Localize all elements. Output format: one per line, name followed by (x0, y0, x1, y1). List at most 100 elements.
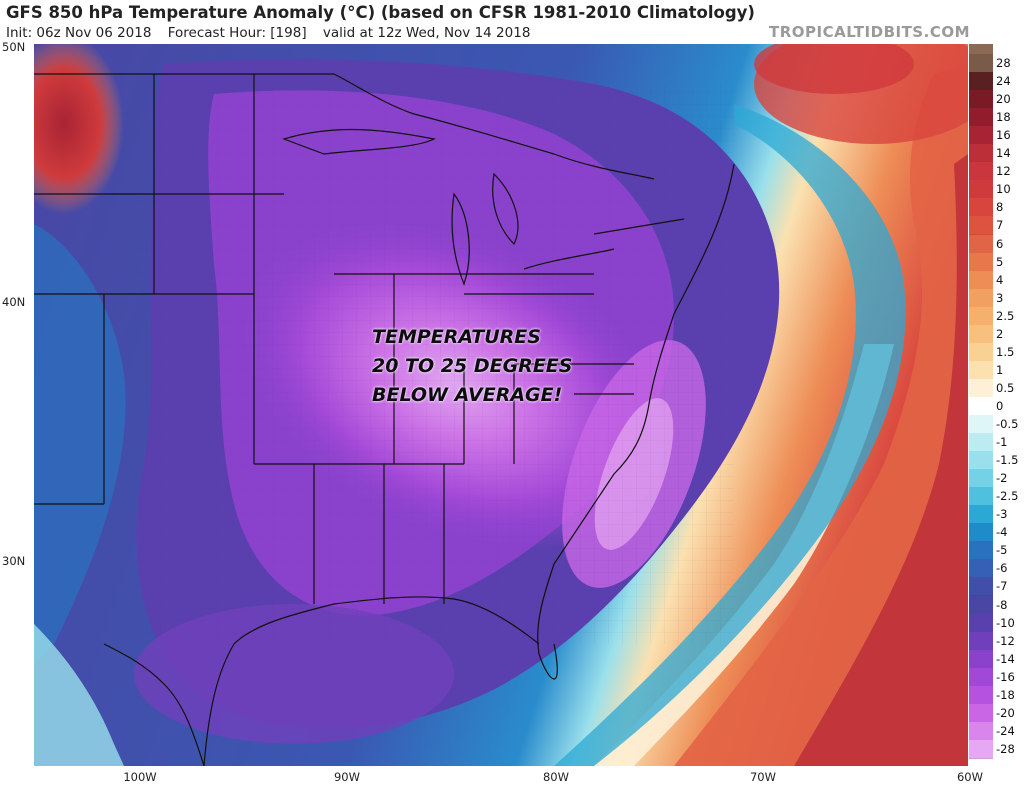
legend-item: -28 (969, 739, 1024, 759)
lat-label-40n: 40N (2, 295, 26, 309)
valid-time: valid at 12z Wed, Nov 14 2018 (322, 25, 531, 41)
legend-label: 1.5 (996, 344, 1015, 359)
legend-swatch (969, 270, 993, 290)
legend-item: 3 (969, 288, 1024, 308)
lon-label-60w: 60W (956, 770, 984, 784)
legend-swatch (969, 667, 993, 687)
legend-swatch (969, 685, 993, 705)
legend-swatch (969, 613, 993, 633)
legend-label: 20 (996, 92, 1011, 107)
legend-item: 10 (969, 180, 1024, 200)
legend-item: -6 (969, 559, 1024, 579)
annotation-text: TEMPERATURES 20 TO 25 DEGREES BELOW AVER… (372, 323, 572, 410)
legend-label: 5 (996, 254, 1004, 269)
legend-swatch (969, 360, 993, 380)
legend-item: -5 (969, 541, 1024, 561)
legend-item: -2.5 (969, 487, 1024, 507)
legend-swatch (969, 451, 993, 471)
legend-item: -20 (969, 703, 1024, 723)
legend-item: 5 (969, 252, 1024, 272)
legend-swatch (969, 559, 993, 579)
legend-item: 2 (969, 324, 1024, 344)
legend-item: 4 (969, 270, 1024, 290)
legend-item: -16 (969, 667, 1024, 687)
legend-item: -4 (969, 523, 1024, 543)
legend-label: -0.5 (996, 417, 1019, 431)
legend-swatch (969, 487, 993, 507)
legend-item: -10 (969, 613, 1024, 633)
legend-swatch (969, 396, 993, 416)
legend-item: 1 (969, 360, 1024, 380)
legend-label: -1 (996, 435, 1008, 450)
legend-label: 4 (996, 272, 1004, 287)
legend-item: -1 (969, 433, 1024, 453)
legend-item: 2.5 (969, 306, 1024, 326)
legend-item: -8 (969, 595, 1024, 615)
annotation-line-3: BELOW AVERAGE! (372, 384, 563, 406)
legend-swatch (969, 577, 993, 597)
legend-swatch (969, 72, 993, 92)
legend-label: 7 (996, 218, 1004, 233)
legend-label: -3 (996, 507, 1008, 522)
lon-label-90w: 90W (333, 770, 361, 784)
legend-label: 14 (996, 146, 1011, 161)
legend-label: 24 (996, 74, 1011, 89)
legend-swatch (969, 739, 993, 759)
legend-label: 2.5 (996, 308, 1015, 323)
annotation-line-2: 20 TO 25 DEGREES (372, 355, 573, 377)
legend-label: 1 (996, 362, 1004, 377)
legend-swatch (969, 342, 993, 362)
legend-item: -7 (969, 577, 1024, 597)
legend-label: 6 (996, 236, 1004, 251)
legend-label: -2 (996, 471, 1008, 486)
legend-item: 1.5 (969, 342, 1024, 362)
legend-label: 0 (996, 398, 1004, 413)
forecast-hour: Forecast Hour: [198] (167, 25, 307, 41)
init-time: Init: 06z Nov 06 2018 (6, 25, 152, 41)
legend-swatch (969, 378, 993, 398)
map-subtitle: Init: 06z Nov 06 2018 Forecast Hour: [19… (6, 25, 542, 41)
legend-item: -14 (969, 649, 1024, 669)
legend-swatch (969, 90, 993, 110)
legend-label: -28 (996, 741, 1015, 756)
legend-label: 3 (996, 290, 1004, 305)
legend-swatch (969, 234, 993, 254)
legend-swatch (969, 252, 993, 272)
lon-label-70w: 70W (749, 770, 777, 784)
legend-swatch (969, 162, 993, 182)
legend-label: -10 (996, 615, 1015, 630)
legend-item: 24 (969, 72, 1024, 92)
legend-label: -20 (996, 705, 1015, 720)
legend-swatch (969, 415, 993, 435)
legend-swatch (969, 126, 993, 146)
legend-swatch (969, 54, 993, 74)
legend-top-swatch (969, 44, 1024, 55)
legend-swatch (969, 288, 993, 308)
legend-swatch (969, 703, 993, 723)
legend-swatch (969, 433, 993, 453)
legend-item: -18 (969, 685, 1024, 705)
lon-label-100w: 100W (123, 770, 157, 784)
legend-item: -3 (969, 505, 1024, 525)
legend-label: -5 (996, 543, 1008, 558)
lat-label-30n: 30N (2, 554, 26, 568)
legend-label: -2.5 (996, 489, 1019, 504)
map-title: GFS 850 hPa Temperature Anomaly (°C) (ba… (6, 3, 755, 22)
legend-swatch (969, 595, 993, 615)
legend-swatch (969, 180, 993, 200)
legend-swatch (969, 631, 993, 651)
legend-swatch (969, 144, 993, 164)
legend-item: 6 (969, 234, 1024, 254)
legend-item: 20 (969, 90, 1024, 110)
legend-swatch (969, 649, 993, 669)
legend-label: -6 (996, 561, 1008, 576)
legend-label: 10 (996, 182, 1011, 197)
site-watermark: TROPICALTIDBITS.COM (769, 23, 970, 41)
legend-swatch (969, 108, 993, 128)
legend-label: 2 (996, 326, 1004, 341)
legend-swatch (969, 216, 993, 236)
legend-label: -24 (996, 723, 1015, 738)
legend-label: 18 (996, 110, 1011, 125)
legend-item: 16 (969, 126, 1024, 146)
legend-label: 12 (996, 164, 1011, 179)
